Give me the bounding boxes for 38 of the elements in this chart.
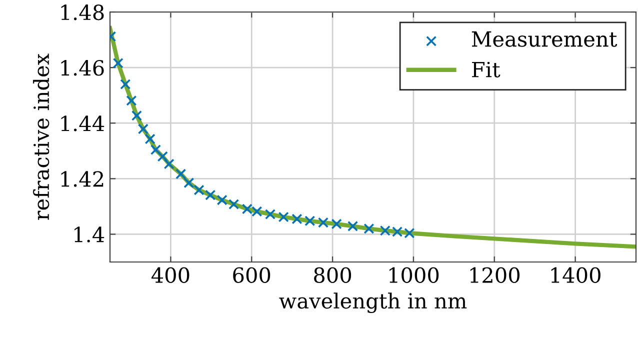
point [194,184,204,196]
point [131,110,142,121]
x-tick-label: 800 [314,267,352,283]
point [184,178,194,188]
point [120,78,131,90]
point [228,198,240,210]
point [278,212,289,222]
x-tick-label: 1000 [389,267,439,283]
point [331,218,342,230]
point [138,124,148,134]
x-tick-label: 1200 [470,267,520,283]
x-axis-title: wavelength in nm [279,292,467,314]
y-axis-title: refractive index [33,54,50,220]
y-tick-label: 1.42 [61,171,104,187]
legend-label: Fit [472,62,500,78]
point [318,217,329,228]
legend-label: Measurement [472,31,618,47]
point [347,220,358,232]
y-tick-label: 1.46 [61,60,104,76]
point [292,214,302,224]
x-tick-label: 400 [151,267,190,283]
point [176,168,186,180]
point [144,134,156,144]
point [164,158,174,170]
point [216,194,228,206]
point [112,58,124,68]
point [205,190,216,200]
point [304,216,316,226]
y-tick-label: 1.4 [74,226,104,242]
point [157,151,168,162]
point [126,95,137,106]
point [150,144,162,156]
x-tick-label: 600 [233,267,270,283]
point [364,223,374,234]
point [264,208,276,220]
x-tick-label: 1400 [551,267,600,283]
y-tick-label: 1.44 [61,116,104,132]
y-tick-label: 1.48 [61,4,104,20]
